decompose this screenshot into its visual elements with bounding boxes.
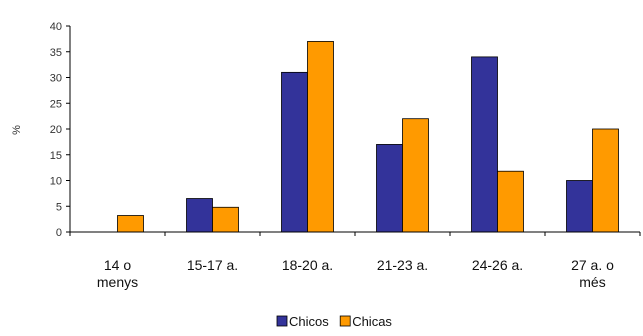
x-category-label: 24-26 a. — [472, 257, 523, 273]
y-tick-label: 30 — [50, 73, 62, 85]
x-category-label: 27 a. o — [571, 257, 614, 273]
bar-chicos — [376, 144, 403, 233]
bar-chicas — [497, 170, 524, 233]
bar-chicos — [471, 56, 498, 233]
x-category-label: 18-20 a. — [282, 257, 333, 273]
bar-chicas — [117, 215, 144, 233]
x-category-label: més — [579, 274, 605, 290]
y-tick-label: 25 — [50, 98, 62, 110]
x-category-label: 14 o — [104, 257, 131, 273]
x-category-label: 15-17 a. — [187, 257, 238, 273]
legend-swatch-chicas — [339, 315, 351, 327]
legend-label-chicas: Chicas — [352, 314, 392, 329]
y-tick-label: 40 — [50, 21, 62, 33]
y-tick-label: 10 — [50, 176, 62, 188]
bar-chicas — [307, 41, 334, 233]
y-tick-label: 5 — [56, 201, 62, 213]
x-category-label: 21-23 a. — [377, 257, 428, 273]
bar-chicos — [281, 71, 308, 233]
y-tick-label: 0 — [56, 227, 62, 239]
x-category-label: menys — [97, 274, 138, 290]
y-axis-title: % — [11, 125, 23, 135]
y-tick-label: 20 — [50, 124, 62, 136]
y-tick-label: 15 — [50, 150, 62, 162]
bar-chicas — [592, 128, 619, 233]
bar-chicas — [212, 206, 239, 233]
bar-chicos — [186, 198, 213, 233]
legend-swatch-chicos — [276, 315, 288, 327]
bar-chicos — [566, 180, 593, 233]
bar-chicas — [402, 118, 429, 233]
y-tick-label: 35 — [50, 47, 62, 59]
legend-label-chicos: Chicos — [289, 314, 329, 329]
